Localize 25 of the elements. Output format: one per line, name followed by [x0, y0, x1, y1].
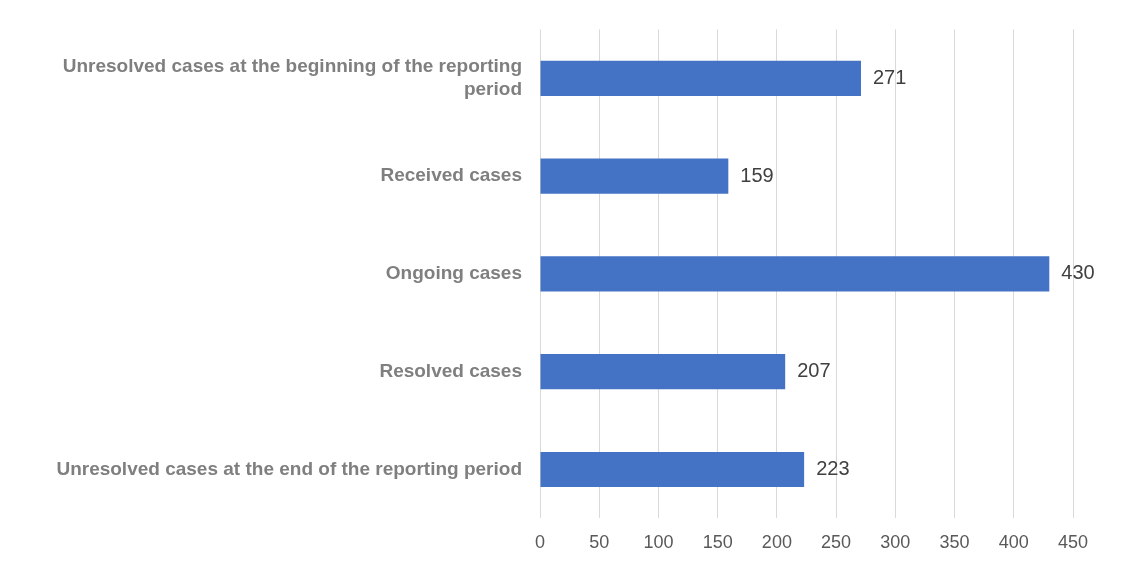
data-label: 430	[1061, 261, 1095, 284]
y-tick-label: Unresolved cases at the end of the reporting period	[56, 457, 522, 479]
y-tick-label: Received cases	[380, 164, 522, 186]
x-tick-label: 400	[998, 532, 1029, 553]
bar	[540, 354, 786, 390]
y-tick-label: Resolved cases	[379, 359, 522, 381]
data-label: 207	[797, 359, 831, 382]
x-tick-label: 300	[880, 532, 911, 553]
x-tick-label: 0	[534, 532, 546, 553]
data-label: 271	[872, 65, 907, 88]
bar	[540, 60, 861, 96]
bar	[540, 158, 729, 194]
bar	[540, 256, 1050, 292]
data-label: 223	[816, 457, 850, 480]
x-tick-label: 200	[761, 532, 792, 553]
x-tick-label: 350	[939, 532, 970, 553]
x-tick-label: 150	[702, 532, 733, 553]
y-tick-label: Unresolved cases at the beginning of the reporting period	[62, 55, 522, 99]
x-tick-label: 50	[589, 532, 610, 553]
x-tick-label: 450	[1057, 532, 1089, 553]
x-tick-label: 100	[643, 532, 674, 553]
bar	[540, 451, 805, 488]
y-tick-label: Ongoing cases	[385, 262, 522, 284]
x-tick-label: 250	[821, 532, 852, 553]
data-label: 159	[740, 163, 774, 186]
